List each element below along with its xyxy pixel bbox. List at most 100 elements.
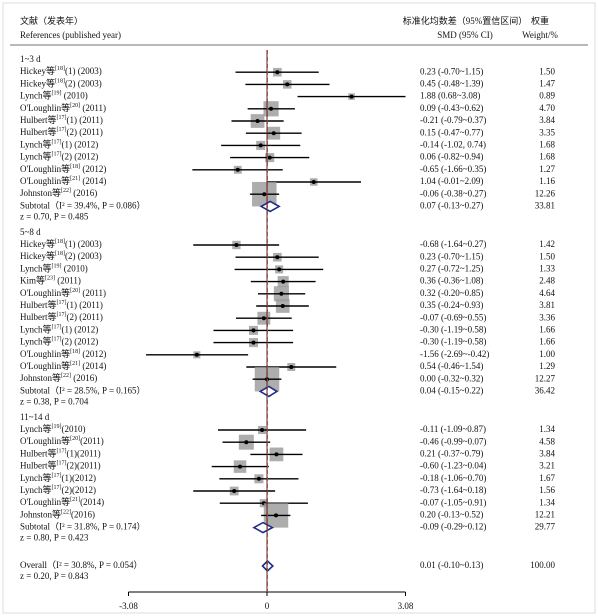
study-label: Hulbert等[17](2) (2011)	[20, 126, 103, 137]
weight: 0.89	[539, 91, 555, 101]
study-ref: [19]	[52, 264, 62, 270]
weight: 1.56	[539, 485, 555, 495]
ci-label: 0.23 (-0.70~1.15)	[420, 251, 483, 261]
ci-label: 0.20 (-0.13~0.52)	[420, 509, 483, 519]
study-suffix: (2010)	[62, 263, 88, 273]
x-tick-label: 3.08	[398, 601, 414, 611]
study-label: O'Loughlin等[21] (2014)	[20, 360, 106, 371]
study-label: Johnston等[22] (2016)	[20, 372, 97, 383]
point-estimate	[281, 279, 286, 284]
study-ref: [22]	[61, 510, 71, 516]
header-weight-en: Weight/%	[522, 30, 558, 40]
study-label: O'Loughlin等[18] (2012)	[20, 348, 106, 359]
weight: 3.21	[539, 461, 555, 471]
ci-label: -0.65 (-1.66~0.35)	[420, 164, 486, 174]
diamond	[258, 385, 279, 398]
weight: 1.50	[539, 66, 555, 76]
point-estimate	[349, 94, 354, 99]
ci-label: 0.45 (-0.48~1.39)	[420, 78, 483, 88]
header-smd-en: SMD (95% CI)	[437, 30, 493, 40]
ci-label: 0.54 (-0.46~1.54)	[420, 361, 483, 371]
weight: 12.27	[535, 373, 556, 383]
point-estimate	[277, 267, 282, 272]
study-ref: [19]	[52, 424, 62, 430]
weight: 1.67	[539, 473, 555, 483]
summary-label: Subtotal（I² = 39.4%, P = 0.086）	[20, 200, 146, 210]
study-ref: [18]	[70, 349, 80, 355]
study-label: Lynch等[17](1) (2012)	[20, 138, 98, 149]
ci-label: 0.32 (-0.20~0.85)	[420, 288, 483, 298]
study-ref: [17]	[57, 128, 67, 134]
study-ref: [17]	[52, 152, 62, 158]
summary-label: Subtotal（I² = 31.8%, P = 0.174）	[20, 522, 146, 532]
x-tick-label: -3.08	[119, 601, 138, 611]
study-label: O'Loughlin等[20] (2011)	[20, 287, 106, 298]
ci-label: -0.07 (-1.05~0.91)	[420, 497, 486, 507]
study-author: Lynch等	[20, 472, 52, 483]
point-estimate	[235, 167, 240, 172]
study-suffix: (1)(2011)	[67, 448, 101, 458]
study-author: Hulbert等	[20, 447, 57, 458]
study-author: O'Loughlin等	[20, 435, 70, 446]
group-label: 1~3 d	[20, 54, 41, 64]
study-ref: [22]	[61, 374, 71, 380]
study-author: Hulbert等	[20, 126, 57, 137]
study-ref: [20]	[70, 437, 80, 443]
study-label: Hulbert等[17](1) (2011)	[20, 114, 103, 125]
group-label: 5~8 d	[20, 227, 41, 237]
ci-label: -0.14 (-1.02, 0.74)	[420, 139, 486, 149]
study-label: O'Loughlin等[21](2014)	[20, 496, 104, 507]
study-author: Lynch等	[20, 151, 52, 162]
ci-label: -0.60 (-1.23~0.04)	[420, 461, 486, 471]
weight: 1.27	[539, 164, 555, 174]
study-suffix: (2) (2012)	[62, 152, 99, 162]
point-estimate	[289, 365, 294, 369]
study-ref: [23]	[45, 276, 55, 282]
ci-label: -0.07 (-0.69~0.55)	[420, 312, 486, 322]
ci-label: 0.07 (-0.13~0.27)	[420, 200, 483, 210]
study-ref: [20]	[70, 103, 80, 109]
ci-label: 0.04 (-0.15~0.22)	[420, 385, 483, 395]
study-suffix: (2) (2011)	[67, 312, 103, 322]
study-label: Lynch等[19] (2010)	[20, 262, 88, 273]
study-ref: [17]	[52, 140, 62, 146]
study-label: Lynch等[19](2010)	[20, 423, 86, 434]
weight: 4.70	[539, 103, 555, 113]
point-estimate	[251, 340, 256, 345]
study-ref: [21]	[70, 176, 80, 182]
header-ref-cn: 文献（发表年）	[20, 15, 83, 26]
study-author: Lynch等	[20, 262, 52, 273]
weight: 36.42	[535, 385, 555, 395]
ci-label: 0.21 (-0.37~0.79)	[420, 448, 483, 458]
study-author: Hickey等	[20, 65, 55, 76]
ci-label: 0.06 (-0.82~0.94)	[420, 152, 483, 162]
ci-label: 0.35 (-0.24~0.93)	[420, 300, 483, 310]
study-author: Hulbert等	[20, 299, 57, 310]
study-label: Hulbert等[17](2) (2011)	[20, 311, 103, 322]
study-ref: [17]	[52, 485, 62, 491]
study-author: O'Loughlin等	[20, 348, 70, 359]
weight: 1.66	[539, 337, 555, 347]
study-suffix: (1) (2012)	[62, 324, 99, 334]
study-ref: [17]	[57, 449, 67, 455]
ci-label: -0.21 (-0.79~0.37)	[420, 115, 486, 125]
study-author: O'Loughlin等	[20, 102, 70, 113]
study-label: O'Loughlin等[18] (2012)	[20, 163, 106, 174]
ci-label: 0.01 (-0.10~0.13)	[420, 560, 483, 570]
study-label: Hulbert等[17](2)(2011)	[20, 460, 101, 471]
study-author: Johnston等	[20, 508, 61, 519]
study-ref: [17]	[52, 337, 62, 343]
study-suffix: (1) (2011)	[67, 300, 103, 310]
weight: 3.84	[539, 115, 555, 125]
weight: 1.16	[539, 176, 555, 186]
study-ref: [18]	[55, 239, 65, 245]
study-author: Hulbert等	[20, 460, 57, 471]
study-ref: [21]	[70, 498, 80, 504]
point-estimate	[244, 440, 249, 445]
study-label: Lynch等[17](1) (2012)	[20, 323, 98, 334]
study-label: Johnston等[22](2016)	[20, 508, 95, 519]
study-ref: [22]	[61, 189, 71, 195]
point-estimate	[255, 119, 260, 123]
weight: 3.35	[539, 127, 555, 137]
